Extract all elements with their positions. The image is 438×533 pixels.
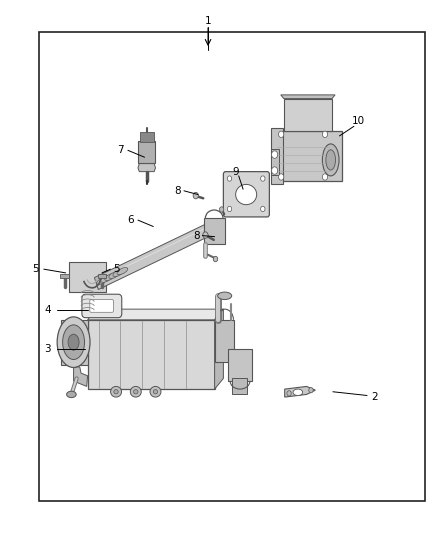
Ellipse shape: [150, 386, 161, 397]
Polygon shape: [138, 164, 155, 172]
Bar: [276, 131, 342, 181]
Ellipse shape: [117, 268, 128, 274]
Polygon shape: [281, 95, 335, 99]
Bar: [140, 132, 154, 142]
Bar: [271, 149, 279, 175]
Ellipse shape: [236, 184, 257, 205]
Text: 10: 10: [352, 116, 365, 126]
Bar: [60, 274, 69, 278]
Ellipse shape: [326, 150, 336, 170]
Ellipse shape: [114, 390, 118, 394]
Bar: [39, 32, 425, 501]
Ellipse shape: [110, 386, 121, 397]
Text: 6: 6: [127, 215, 134, 225]
Ellipse shape: [279, 131, 284, 138]
Bar: [98, 274, 106, 278]
Bar: [69, 262, 106, 292]
Ellipse shape: [272, 151, 278, 158]
Ellipse shape: [322, 174, 328, 180]
Ellipse shape: [97, 277, 107, 285]
Polygon shape: [285, 386, 315, 397]
Bar: [232, 378, 247, 394]
Ellipse shape: [153, 390, 158, 394]
Ellipse shape: [203, 232, 208, 238]
Text: 8: 8: [193, 231, 200, 240]
FancyBboxPatch shape: [223, 172, 269, 217]
Text: 3: 3: [44, 344, 51, 354]
Ellipse shape: [131, 386, 141, 397]
FancyBboxPatch shape: [82, 294, 122, 318]
Ellipse shape: [272, 167, 278, 174]
Bar: [284, 99, 332, 131]
Bar: [88, 320, 215, 389]
Text: 5: 5: [32, 264, 39, 274]
FancyBboxPatch shape: [90, 300, 113, 312]
Ellipse shape: [134, 390, 138, 394]
Ellipse shape: [68, 334, 79, 350]
Text: 9: 9: [232, 167, 239, 176]
Ellipse shape: [193, 192, 198, 199]
Text: 8: 8: [174, 186, 181, 196]
Polygon shape: [215, 309, 223, 389]
Ellipse shape: [261, 176, 265, 181]
Ellipse shape: [67, 391, 76, 398]
Polygon shape: [271, 128, 283, 184]
Ellipse shape: [113, 270, 124, 277]
Ellipse shape: [322, 131, 328, 138]
Ellipse shape: [287, 391, 291, 396]
Polygon shape: [74, 367, 88, 386]
Text: 7: 7: [117, 146, 124, 155]
Ellipse shape: [57, 317, 90, 368]
Polygon shape: [95, 223, 211, 289]
Ellipse shape: [109, 271, 120, 279]
Text: 5: 5: [113, 264, 120, 274]
Ellipse shape: [63, 325, 85, 359]
Bar: [138, 141, 155, 163]
Ellipse shape: [293, 389, 303, 395]
Ellipse shape: [101, 276, 111, 282]
Bar: [204, 218, 225, 244]
Ellipse shape: [309, 387, 313, 393]
Polygon shape: [88, 309, 223, 320]
Ellipse shape: [261, 206, 265, 212]
Text: 1: 1: [205, 17, 212, 26]
Text: 2: 2: [371, 392, 378, 402]
Bar: [228, 349, 252, 381]
Ellipse shape: [213, 256, 218, 262]
Ellipse shape: [105, 273, 116, 280]
Bar: [215, 320, 234, 362]
Ellipse shape: [218, 292, 232, 300]
Ellipse shape: [279, 174, 284, 180]
Ellipse shape: [227, 176, 232, 181]
Ellipse shape: [227, 206, 232, 212]
Ellipse shape: [322, 144, 339, 176]
Text: 4: 4: [44, 305, 51, 315]
Bar: [61, 320, 88, 365]
Ellipse shape: [219, 207, 224, 212]
